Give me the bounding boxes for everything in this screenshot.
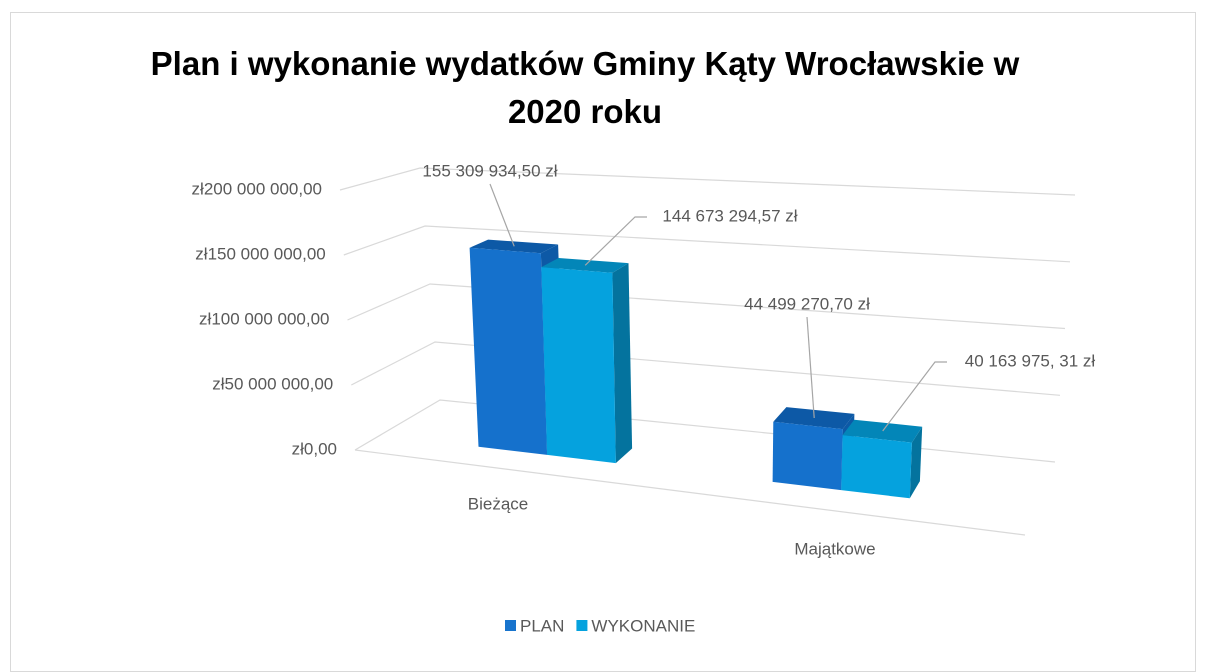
bar-front [772, 421, 843, 491]
y-tick-label: zł150 000 000,00 [195, 244, 325, 263]
bar-top [469, 239, 559, 254]
floor-edge [354, 449, 1026, 536]
y-tick-label: zł50 000 000,00 [212, 374, 333, 393]
legend-label: PLAN [520, 616, 564, 635]
bar-side [612, 263, 633, 464]
bar-front [841, 435, 912, 499]
leader-line [489, 183, 515, 247]
y-tick-label: zł200 000 000,00 [192, 179, 322, 198]
bar-top [541, 258, 629, 273]
bar-front [541, 267, 616, 464]
leader-line [882, 361, 947, 432]
bar-top [842, 419, 923, 443]
grid-line [347, 283, 1066, 330]
chart-title: Plan i wykonanie wydatków Gminy Kąty Wro… [150, 45, 1020, 130]
value-label: 40 163 975, 31 zł [965, 351, 1096, 370]
bar-side [909, 426, 923, 499]
x-tick-label: Bieżące [468, 494, 528, 513]
legend-swatch [505, 620, 516, 631]
grid-line [354, 399, 1056, 463]
legend-swatch [576, 620, 588, 631]
bar-top [773, 407, 855, 430]
bar [541, 258, 633, 464]
leader-line [806, 316, 815, 419]
value-label: 44 499 270,70 zł [744, 294, 870, 313]
y-tick-label: zł100 000 000,00 [199, 309, 329, 328]
value-label: 144 673 294,57 zł [662, 206, 797, 225]
leader-line [584, 216, 647, 266]
grid-line [343, 225, 1071, 263]
bar-front [469, 247, 548, 455]
legend-label: WYKONANIE [591, 616, 695, 635]
chart: zł0,00 zł50 000 000,00 zł100 000 000,00 zł1… [192, 161, 1096, 635]
y-tick-label: zł0,00 [292, 439, 337, 458]
grid-line [339, 167, 1076, 196]
bar [841, 419, 923, 499]
value-label: 155 309 934,50 zł [422, 161, 557, 180]
grid-line [351, 341, 1061, 396]
x-tick-label: Majątkowe [794, 539, 875, 558]
